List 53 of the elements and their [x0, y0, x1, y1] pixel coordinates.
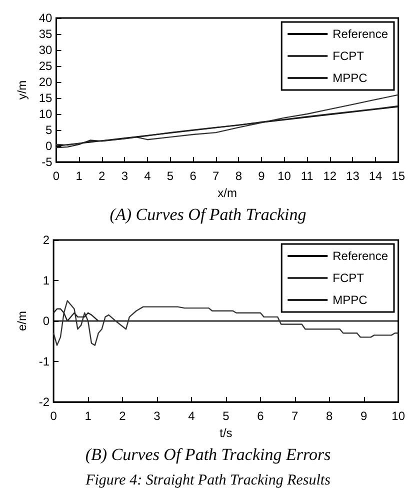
x-tick-label: 13 [346, 169, 360, 183]
y-tick-label: 0 [42, 314, 50, 328]
y-tick-label: 1 [42, 274, 50, 288]
x-tick-label: 8 [326, 409, 334, 423]
y-tick-label: -2 [38, 395, 50, 409]
x-tick-label: 3 [121, 169, 128, 183]
x-tick-label: 7 [292, 409, 299, 423]
y-tick-label: 20 [38, 75, 53, 89]
x-tick-label: 7 [212, 169, 220, 183]
x-tick-label: 5 [166, 169, 174, 183]
x-tick-label: 6 [257, 409, 264, 423]
legend-label: MPPC [332, 71, 368, 85]
y-axis-title: y/m [15, 80, 29, 100]
y-tick-label: -5 [42, 155, 53, 169]
x-axis-title: x/m [218, 186, 237, 200]
y-tick-label: 35 [38, 27, 53, 41]
x-tick-label: 9 [360, 409, 368, 423]
x-axis-title: t/s [220, 426, 232, 440]
x-tick-label: 2 [98, 169, 106, 183]
x-tick-label: 6 [190, 169, 197, 183]
legend-label: MPPC [332, 293, 368, 307]
y-tick-label: 0 [46, 139, 53, 153]
x-tick-label: 10 [392, 409, 406, 423]
x-tick-label: 4 [144, 169, 152, 183]
text: (A) Curves Of Path Tracking [110, 205, 306, 224]
y-axis-title: e/m [15, 310, 29, 332]
x-tick-label: 1 [76, 169, 83, 183]
x-tick-label: 15 [392, 169, 406, 183]
legend-label: Reference [332, 27, 388, 41]
text: (B) Curves Of Path Tracking Errors [85, 445, 332, 464]
x-tick-label: 4 [188, 409, 196, 423]
legend-label: Reference [332, 249, 388, 263]
y-tick-label: 5 [46, 123, 53, 137]
y-tick-label: -1 [38, 354, 50, 368]
y-tick-label: 10 [38, 107, 53, 121]
y-tick-label: 25 [38, 59, 53, 73]
x-tick-label: 5 [222, 409, 230, 423]
x-tick-label: 3 [154, 409, 161, 423]
legend-label: FCPT [332, 271, 365, 285]
x-tick-label: 10 [278, 169, 292, 183]
caption: Figure 4: Straight Path Tracking Results [84, 472, 331, 488]
x-tick-label: 9 [258, 169, 266, 183]
y-tick-label: 15 [38, 91, 53, 105]
x-tick-label: 1 [84, 409, 92, 423]
x-tick-label: 11 [300, 169, 314, 183]
x-tick-label: 12 [323, 169, 337, 183]
x-tick-label: 14 [368, 169, 383, 183]
x-tick-label: 8 [235, 169, 242, 183]
y-tick-label: 2 [42, 233, 50, 247]
x-tick-label: 2 [119, 409, 126, 423]
legend-label: FCPT [332, 49, 365, 63]
y-tick-label: 40 [38, 11, 53, 25]
y-tick-label: 30 [38, 43, 53, 57]
